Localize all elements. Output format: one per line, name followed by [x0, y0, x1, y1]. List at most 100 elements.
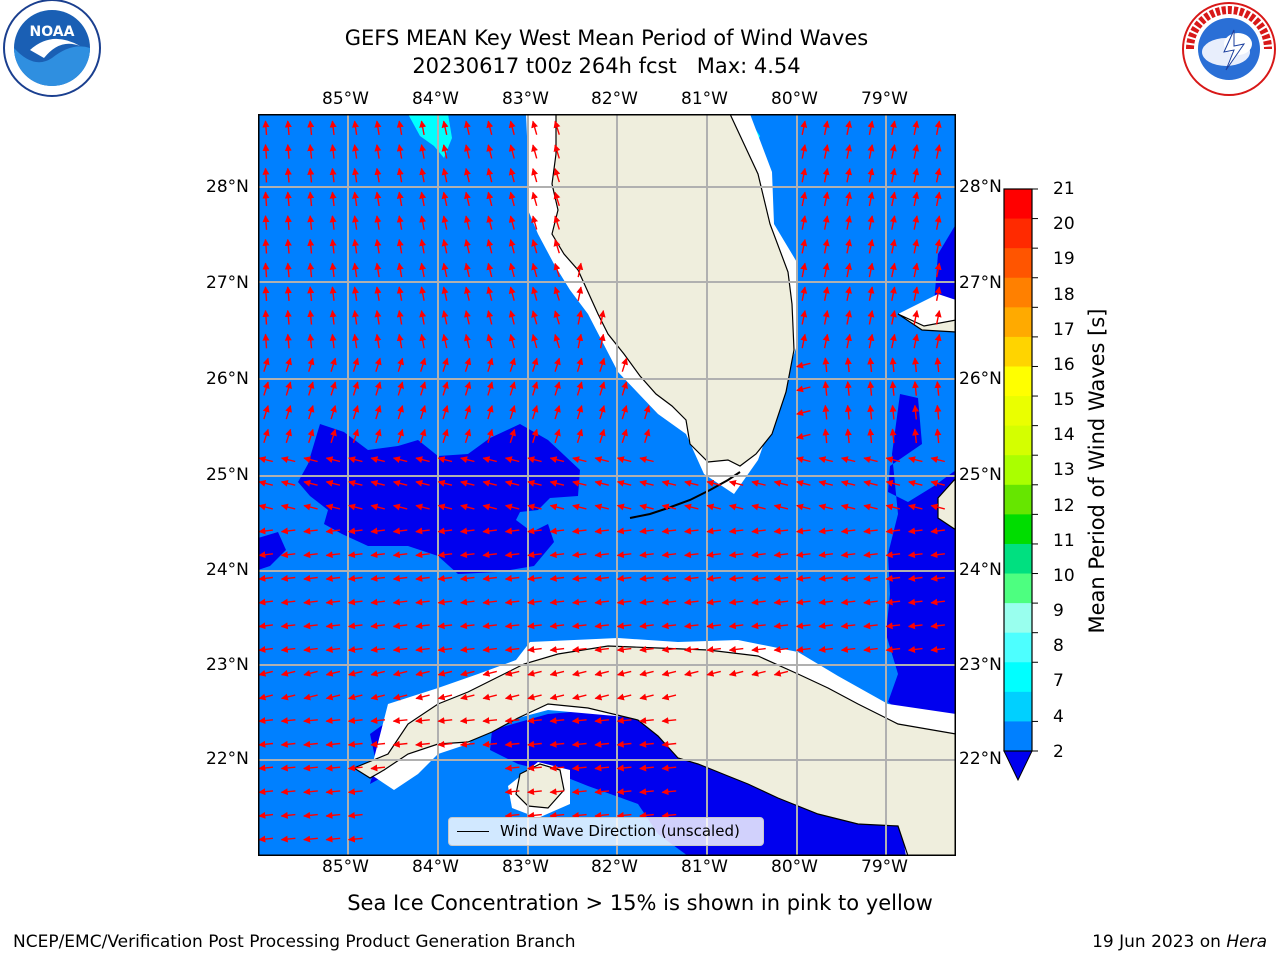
wave-direction-arrow — [504, 574, 520, 582]
wave-direction-arrow — [728, 479, 744, 487]
wave-direction-arrow — [397, 381, 404, 396]
wave-direction-arrow — [594, 527, 609, 535]
wave-direction-arrow — [280, 645, 296, 653]
wave-direction-arrow — [437, 456, 453, 464]
lon-label-top: 81°W — [681, 89, 728, 109]
colorbar-tick-label: 4 — [1053, 707, 1064, 727]
wave-direction-arrow — [262, 357, 270, 372]
wave-direction-arrow — [329, 120, 337, 135]
wave-direction-arrow — [553, 333, 561, 349]
colorbar-band — [1004, 425, 1032, 456]
wave-direction-arrow — [258, 622, 273, 630]
wave-direction-arrow — [527, 479, 542, 487]
wave-direction-arrow — [527, 693, 542, 701]
wave-direction-arrow — [464, 120, 471, 135]
wave-direction-arrow — [486, 262, 494, 278]
wave-direction-arrow — [307, 428, 315, 444]
wave-direction-arrow — [486, 191, 494, 207]
wave-direction-arrow — [460, 598, 475, 606]
wave-direction-arrow — [531, 310, 538, 325]
wave-direction-arrow — [531, 286, 538, 301]
wave-direction-arrow — [912, 167, 920, 183]
wave-direction-arrow — [284, 238, 292, 254]
wave-direction-arrow — [930, 503, 945, 511]
wave-direction-arrow — [392, 456, 408, 464]
wave-direction-arrow — [818, 622, 833, 630]
wave-direction-arrow — [661, 551, 677, 559]
wave-direction-arrow — [460, 479, 475, 487]
wave-direction-arrow — [773, 479, 789, 487]
wave-direction-arrow — [441, 120, 449, 135]
wave-direction-arrow — [822, 262, 830, 278]
wave-direction-arrow — [889, 120, 897, 136]
wave-direction-arrow — [307, 357, 315, 372]
wave-direction-arrow — [437, 479, 453, 487]
wave-direction-arrow — [616, 622, 632, 630]
wave-direction-arrow — [912, 238, 920, 254]
wave-direction-arrow — [280, 788, 296, 796]
wave-direction-arrow — [437, 527, 453, 535]
wave-direction-arrow — [374, 191, 382, 207]
wave-direction-arrow — [549, 669, 565, 677]
colorbar-tick-label: 14 — [1053, 425, 1075, 445]
wave-direction-arrow — [863, 622, 878, 630]
wave-direction-arrow — [885, 574, 901, 582]
wave-direction-arrow — [486, 144, 494, 159]
wave-direction-arrow — [504, 693, 520, 701]
wave-direction-arrow — [508, 333, 516, 349]
wave-direction-arrow — [392, 669, 408, 677]
wave-direction-arrow — [437, 645, 453, 653]
wave-direction-arrow — [549, 503, 565, 511]
wave-direction-arrow — [392, 574, 408, 582]
wave-direction-arrow — [441, 310, 449, 325]
wave-direction-arrow — [889, 238, 897, 254]
wave-direction-arrow — [392, 717, 408, 725]
wind-wave-direction-arrows — [258, 120, 945, 843]
wave-direction-arrow — [307, 215, 315, 230]
wave-direction-arrow — [325, 574, 341, 582]
wave-direction-arrow — [800, 120, 808, 136]
wave-direction-arrow — [594, 598, 609, 606]
wave-direction-arrow — [800, 215, 808, 230]
wave-direction-arrow — [329, 144, 337, 159]
wave-direction-arrow — [885, 645, 901, 653]
wave-direction-arrow — [325, 645, 341, 653]
wave-direction-arrow — [751, 551, 766, 559]
wave-direction-arrow — [527, 598, 542, 606]
wave-direction-arrow — [912, 215, 920, 230]
wave-direction-arrow — [840, 645, 856, 653]
wave-direction-arrow — [280, 693, 296, 701]
wave-direction-arrow — [374, 144, 382, 159]
wave-direction-arrow — [549, 811, 565, 819]
wave-direction-arrow — [845, 215, 852, 230]
lon-label-bottom: 80°W — [771, 857, 818, 877]
wave-direction-arrow — [280, 740, 296, 748]
wave-direction-arrow — [616, 479, 632, 487]
florida-keys — [629, 471, 741, 519]
wave-direction-arrow — [527, 764, 542, 772]
wave-direction-arrow — [325, 622, 341, 630]
colorbar-band — [1004, 514, 1032, 545]
wave-direction-arrow — [867, 428, 875, 444]
wave-direction-arrow — [329, 191, 337, 207]
wave-direction-arrow — [643, 405, 651, 420]
wave-direction-arrow — [594, 574, 609, 582]
wave-direction-arrow — [482, 456, 497, 464]
wave-direction-arrow — [392, 598, 408, 606]
wave-direction-arrow — [374, 215, 382, 230]
wave-direction-arrow — [531, 333, 538, 349]
wave-direction-arrow — [728, 527, 744, 535]
wave-direction-arrow — [374, 333, 382, 349]
wave-direction-arrow — [460, 456, 475, 464]
wave-direction-arrow — [885, 503, 901, 511]
wave-direction-arrow — [844, 404, 852, 420]
wave-direction-arrow — [370, 669, 385, 677]
wave-direction-arrow — [934, 381, 942, 396]
wave-direction-arrow — [437, 693, 453, 701]
wave-direction-arrow — [867, 191, 875, 207]
lat-label-right: 24°N — [959, 560, 1002, 580]
wave-direction-arrow — [504, 788, 520, 796]
wave-direction-arrow — [840, 456, 856, 464]
wave-direction-arrow — [930, 645, 945, 653]
wave-direction-arrow — [908, 503, 923, 511]
